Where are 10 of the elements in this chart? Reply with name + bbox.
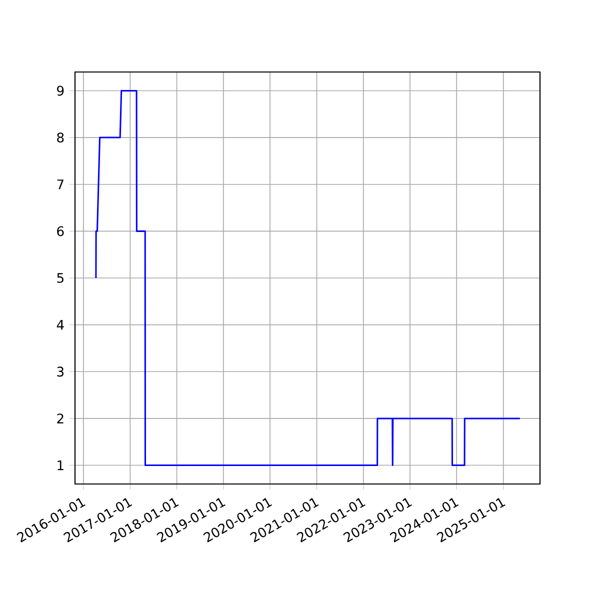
y-tick-label: 3: [57, 366, 64, 377]
y-tick-label: 9: [57, 86, 64, 96]
y-tick-label: 5: [57, 273, 64, 283]
y-tick-label: 4: [56, 320, 64, 330]
y-tick-label: 6: [57, 226, 64, 236]
y-tick-label: 2: [57, 414, 64, 424]
line-series: [95, 90, 521, 466]
y-tick-label: 1: [58, 460, 64, 470]
y-tick-label: 7: [57, 180, 64, 190]
y-tick-label: 8: [57, 132, 64, 143]
